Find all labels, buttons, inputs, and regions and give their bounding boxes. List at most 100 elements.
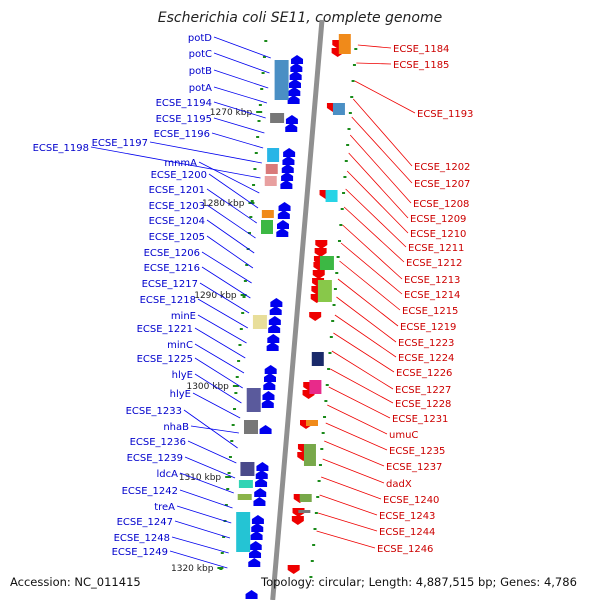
right-gene-label: ECSE_1237	[386, 462, 442, 473]
right-leader-line	[330, 368, 394, 404]
right-gene-label: ECSE_1208	[413, 199, 469, 210]
left-leader-line	[213, 69, 269, 89]
reverse-gene-arrow	[314, 248, 327, 257]
forward-gene-arrow	[269, 306, 282, 315]
tick-mark	[224, 504, 228, 506]
left-leader-line	[201, 266, 251, 299]
left-gene-label: minC	[167, 340, 193, 351]
tick-mark	[350, 96, 354, 98]
tick-mark	[329, 336, 333, 338]
right-leader-line	[354, 80, 416, 114]
left-leader-line	[199, 282, 250, 314]
feature-block	[252, 315, 267, 329]
forward-gene-arrow	[268, 316, 281, 325]
left-gene-label: potB	[189, 66, 212, 77]
tick-mark	[342, 192, 346, 194]
left-leader-line	[194, 373, 242, 404]
forward-gene-arrow	[270, 298, 283, 307]
tick-mark	[324, 400, 328, 402]
left-leader-line	[213, 101, 266, 119]
feature-block	[238, 480, 253, 488]
tick-mark	[328, 352, 332, 354]
right-gene-label: ECSE_1244	[379, 527, 435, 538]
left-leader-line	[198, 161, 260, 194]
tick-track: 1270 kbp 1280 kbp 1290 kbp 1300 kbp 1310 kbp…	[171, 40, 358, 578]
topology-text: Topology: circular; Length: 4,887,515 bp…	[260, 575, 577, 589]
left-leader-line	[213, 86, 268, 104]
tick-mark	[317, 480, 321, 482]
left-leader-line	[208, 173, 259, 209]
left-gene-label: minE	[171, 311, 196, 322]
left-gene-label: ECSE_1217	[142, 279, 198, 290]
tick-mark	[243, 280, 247, 282]
feature-block	[299, 494, 312, 502]
right-leader-line	[345, 188, 407, 248]
forward-gene-arrow	[287, 95, 300, 104]
left-leader-line	[213, 36, 271, 59]
tick-mark	[346, 144, 350, 146]
forward-gene-arrow	[254, 488, 267, 497]
left-gene-label: ECSE_1216	[144, 263, 200, 274]
left-leader-line	[194, 327, 246, 359]
backbone-line	[270, 19, 325, 600]
forward-gene-arrow	[277, 220, 289, 229]
forward-gene-arrow	[245, 590, 258, 599]
right-leader-line	[316, 530, 376, 549]
right-leader-line	[351, 116, 413, 184]
right-leader-line	[352, 98, 413, 167]
left-gene-label: ECSE_1194	[156, 98, 212, 109]
left-gene-label: hlyE	[170, 389, 191, 400]
right-gene-label: ECSE_1202	[414, 162, 470, 173]
forward-gene-arrow	[267, 334, 280, 343]
tick-mark	[335, 272, 339, 274]
forward-gene-arrow	[250, 531, 263, 540]
tick-mark	[261, 72, 265, 74]
left-leader-line	[179, 472, 234, 494]
tick-mark	[310, 560, 314, 562]
right-gene-label: ECSE_1219	[400, 322, 456, 333]
forward-gene-arrow	[251, 523, 264, 532]
tick-mark	[321, 432, 325, 434]
feature-block	[267, 148, 280, 162]
right-leader-line	[337, 278, 399, 327]
forward-gene-arrow	[266, 342, 279, 351]
forward-gene-arrow	[285, 123, 298, 132]
left-leader-line	[149, 141, 262, 164]
tick-mark	[264, 40, 268, 42]
feature-block	[261, 220, 273, 234]
forward-gene-arrow	[249, 541, 262, 550]
feature-block	[325, 190, 338, 202]
forward-gene-arrow	[262, 391, 275, 400]
left-leader-line	[176, 505, 232, 524]
left-gene-label: treA	[154, 502, 175, 513]
right-leader-line	[317, 512, 378, 532]
tick-mark	[241, 312, 245, 314]
forward-gene-arrow	[288, 79, 301, 88]
right-gene-label: ECSE_1246	[377, 544, 433, 555]
tick-mark	[242, 296, 246, 298]
right-gene-label: ECSE_1185	[393, 60, 449, 71]
tick-mark	[325, 384, 329, 386]
tick-mark	[318, 464, 322, 466]
forward-gene-arrow	[276, 228, 289, 237]
left-gene-label: ECSE_1233	[126, 406, 182, 417]
forward-gene-arrow	[278, 202, 291, 211]
tick-mark	[233, 408, 237, 410]
feature-block	[244, 420, 258, 434]
feature-block	[240, 462, 255, 476]
reverse-gene-arrow	[291, 516, 304, 525]
left-leader-line	[211, 132, 264, 149]
forward-gene-arrow	[281, 164, 294, 173]
feature-block	[298, 510, 311, 513]
left-leader-line	[197, 314, 247, 344]
feature-block	[317, 280, 332, 302]
right-gene-label: ECSE_1211	[408, 243, 464, 254]
right-leader-line	[343, 206, 405, 263]
forward-gene-arrow	[289, 71, 302, 80]
tick-mark	[250, 200, 254, 202]
right-leader-line	[322, 458, 385, 484]
feature-block	[246, 388, 261, 412]
tick-mark	[333, 288, 337, 290]
right-gene-label: ECSE_1213	[404, 275, 460, 286]
tick-mark	[220, 552, 224, 554]
